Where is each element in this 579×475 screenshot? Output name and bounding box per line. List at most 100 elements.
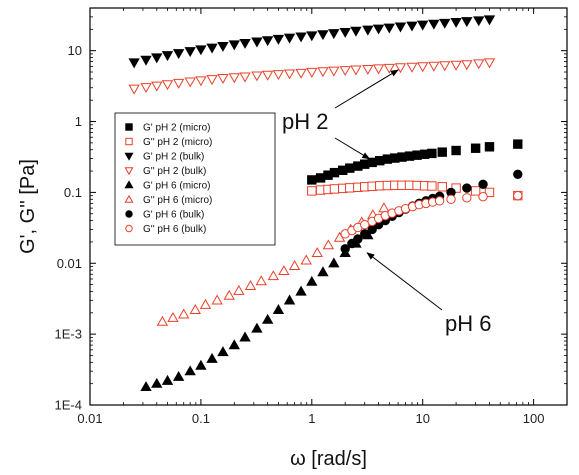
data-point: [223, 289, 235, 300]
data-point: [283, 69, 296, 80]
data-point: [462, 183, 472, 193]
data-point: [513, 139, 523, 149]
x-tick-label: 0.01: [77, 411, 102, 426]
data-point: [427, 181, 437, 191]
data-point: [195, 359, 207, 370]
data-point: [450, 60, 462, 71]
data-point: [195, 45, 207, 56]
y-tick-label: 10: [68, 43, 82, 58]
data-point: [288, 259, 301, 270]
data-point: [484, 142, 495, 152]
plot-frame: [89, 7, 568, 406]
data-point: [272, 34, 285, 45]
data-point: [461, 17, 473, 28]
data-point: [417, 62, 429, 73]
data-point: [217, 73, 229, 84]
data-point: [345, 163, 355, 173]
data-point: [513, 190, 523, 201]
series-3: [128, 58, 496, 95]
data-point: [140, 381, 152, 392]
data-point: [151, 377, 163, 388]
data-point: [406, 21, 418, 32]
data-point: [172, 370, 185, 381]
legend-marker: [124, 180, 134, 189]
data-point: [278, 265, 290, 276]
arrow-ph2-bulk: [334, 69, 399, 109]
data-point: [251, 37, 263, 48]
x-axis: 0.01 0.1 1 10 100: [77, 8, 568, 426]
data-point: [151, 81, 163, 92]
legend-marker: [124, 194, 134, 203]
series-2: [128, 15, 496, 69]
data-point: [317, 67, 329, 78]
data-point: [340, 244, 350, 254]
data-point: [251, 322, 263, 333]
y-tick-label: 1E-3: [55, 327, 82, 342]
data-point: [350, 26, 362, 37]
legend-marker: [125, 137, 133, 146]
data-point: [317, 30, 329, 41]
data-point: [328, 257, 340, 268]
data-point: [184, 47, 196, 58]
data-point: [328, 66, 340, 77]
legend-label: G'' pH 2 (micro): [143, 137, 212, 148]
data-point: [434, 196, 445, 206]
y-tick-label: 1: [75, 114, 82, 129]
data-point: [156, 315, 169, 326]
legend-label: G'' pH 2 (bulk): [143, 166, 206, 177]
data-point: [233, 284, 245, 295]
data-point: [300, 254, 312, 265]
data-point: [372, 24, 385, 35]
data-point: [195, 76, 207, 87]
data-point: [267, 270, 280, 281]
data-point: [206, 75, 218, 86]
x-tick-label: 1: [308, 411, 315, 426]
data-point: [339, 27, 351, 38]
data-point: [283, 33, 296, 44]
x-tick-label: 0.1: [192, 411, 210, 426]
data-point: [378, 202, 390, 213]
data-point: [360, 229, 370, 239]
data-point: [251, 71, 263, 82]
data-point: [317, 266, 329, 277]
data-point: [295, 68, 307, 79]
series-0: [307, 139, 523, 185]
legend-label: G' pH 2 (micro): [143, 123, 210, 134]
data-point: [283, 294, 296, 305]
annotation-ph6: pH 6: [445, 311, 491, 336]
data-point: [261, 70, 274, 81]
data-point: [470, 186, 481, 196]
data-point: [513, 169, 523, 180]
legend-marker: [125, 123, 133, 131]
data-point: [439, 18, 451, 29]
data-point: [239, 38, 251, 49]
data-point: [261, 36, 274, 47]
data-point: [439, 61, 451, 72]
data-point: [272, 70, 285, 81]
data-point: [307, 175, 317, 185]
data-point: [140, 83, 152, 94]
legend-marker: [125, 210, 133, 218]
data-point: [184, 365, 196, 376]
data-point: [306, 275, 318, 286]
data-point: [151, 53, 163, 64]
data-point: [228, 73, 240, 84]
series-5: [156, 202, 390, 326]
data-point: [322, 239, 335, 250]
data-point: [406, 62, 418, 73]
data-point: [211, 294, 223, 305]
data-point: [239, 72, 251, 83]
data-point: [383, 63, 396, 74]
data-point: [339, 66, 351, 77]
data-point: [470, 143, 481, 153]
data-point: [478, 191, 488, 202]
data-point: [446, 194, 456, 204]
data-point: [428, 19, 440, 30]
data-point: [428, 61, 440, 72]
data-point: [206, 352, 218, 363]
y-axis-title: G', G'' [Pa]: [17, 159, 39, 254]
data-point: [184, 77, 196, 88]
y-tick-label: 0.1: [64, 185, 82, 200]
data-point: [228, 339, 240, 350]
data-point: [172, 78, 185, 89]
